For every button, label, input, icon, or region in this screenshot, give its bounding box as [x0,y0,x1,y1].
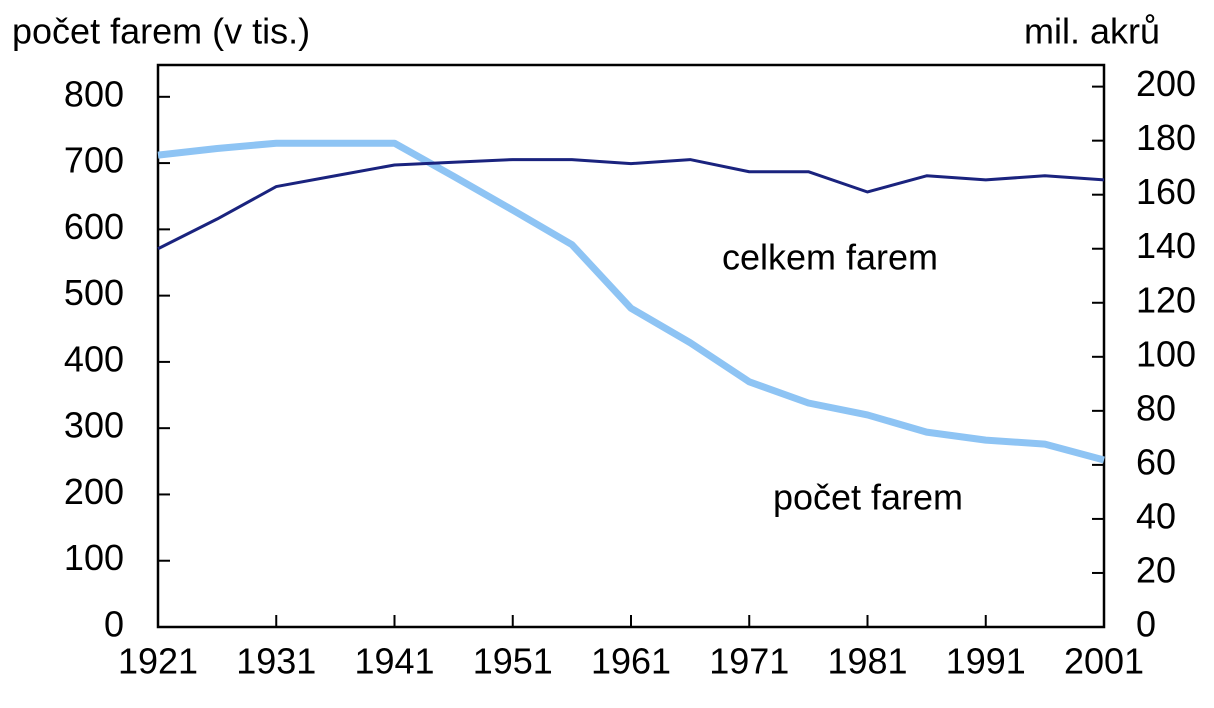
y-tick-label: 100 [64,537,124,578]
series-label: celkem farem [722,237,938,278]
x-tick-label: 1981 [827,641,907,682]
y2-tick-label: 60 [1136,441,1176,482]
y-axis-label: počet farem (v tis.) [12,11,310,52]
y2-tick-label: 160 [1136,171,1196,212]
y2-axis-label: mil. akrů [1024,11,1160,52]
y2-tick-label: 100 [1136,333,1196,374]
y-tick-label: 600 [64,206,124,247]
x-tick-label: 1961 [591,641,671,682]
y2-tick-label: 80 [1136,387,1176,428]
plot-frame [156,63,1106,629]
y-tick-label: 700 [64,140,124,181]
series-label: počet farem [773,477,963,518]
series-line [157,158,1105,251]
y2-tick-label: 40 [1136,495,1176,536]
y-tick-label: 0 [104,604,124,645]
x-tick-label: 1991 [946,641,1026,682]
x-tick-label: 1971 [709,641,789,682]
y-tick-label: 800 [64,73,124,114]
y2-tick-label: 180 [1136,117,1196,158]
y-tick-label: 300 [64,405,124,446]
x-tick-label: 2001 [1064,641,1144,682]
x-tick-label: 1941 [354,641,434,682]
x-tick-label: 1921 [118,641,198,682]
y-tick-label: 400 [64,338,124,379]
y2-tick-label: 20 [1136,549,1176,590]
y2-tick-label: 140 [1136,225,1196,266]
y2-tick-label: 0 [1136,604,1156,645]
y-tick-label: 500 [64,272,124,313]
x-tick-label: 1931 [236,641,316,682]
y2-tick-label: 200 [1136,63,1196,104]
series-line [157,139,1105,464]
y2-tick-label: 120 [1136,279,1196,320]
x-tick-label: 1951 [473,641,553,682]
y-tick-label: 200 [64,471,124,512]
